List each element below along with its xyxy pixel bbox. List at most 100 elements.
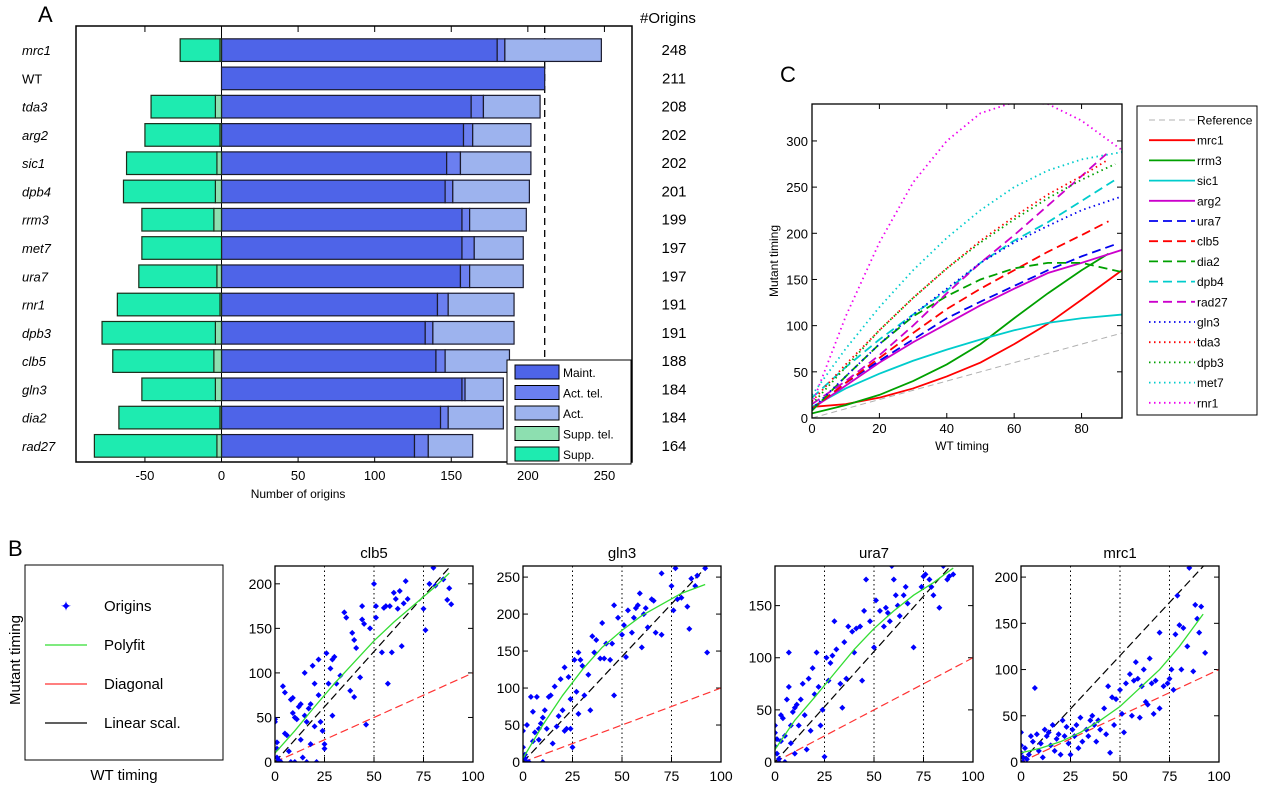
origin-point — [827, 659, 834, 666]
legend-label: gln3 — [1197, 316, 1220, 330]
origin-point — [553, 723, 560, 730]
origin-point — [1025, 751, 1032, 758]
legend-label: Diagonal — [104, 676, 163, 693]
scatter-subplot-mrc1: mrc1 0 25 50 75 100 0 50 100 150 200 — [995, 545, 1231, 784]
x-tick-label: 75 — [416, 768, 432, 784]
origin-point — [1198, 603, 1205, 610]
origin-point — [926, 576, 933, 583]
legend-label: Polyfit — [104, 637, 146, 654]
origin-count: 191 — [661, 297, 686, 314]
y-tick-label: 250 — [786, 180, 808, 195]
origin-point — [349, 629, 356, 636]
origin-point — [430, 566, 437, 571]
bar-supp-tel--sic1 — [216, 151, 223, 176]
diagonal-line — [1021, 669, 1219, 762]
origin-point — [275, 718, 278, 725]
y-tick-label: 0 — [764, 754, 772, 770]
x-tick-label: 100 — [709, 768, 733, 784]
origin-point — [1156, 629, 1163, 636]
origin-point — [624, 607, 631, 614]
origin-point — [1103, 731, 1110, 738]
polyfit-line — [1021, 613, 1204, 754]
bar-supp--rnr1 — [116, 292, 221, 317]
origin-count: 188 — [661, 353, 686, 370]
bar-supp--sic1 — [125, 151, 218, 176]
origin-point — [1053, 735, 1060, 742]
origin-point — [871, 644, 877, 651]
bar-act-tel--rad27 — [413, 433, 429, 458]
origin-point — [775, 729, 778, 736]
bar-act--dpb4 — [452, 179, 530, 204]
origin-point — [793, 701, 800, 708]
origin-point — [1101, 705, 1108, 712]
origin-point — [1029, 738, 1036, 745]
origin-point — [1122, 680, 1129, 687]
origin-point — [775, 759, 782, 762]
y-tick-label: 300 — [786, 134, 808, 149]
origin-point — [446, 585, 453, 592]
bar-act--rnr1 — [447, 292, 515, 317]
y-axis-label: Mutant timing — [767, 225, 781, 297]
origin-point — [1085, 733, 1092, 740]
bar-supp-tel--rad27 — [216, 433, 223, 458]
origin-point — [607, 656, 614, 663]
origin-point — [371, 580, 377, 587]
y-tick-label: 0 — [1010, 754, 1018, 770]
origin-point — [1180, 624, 1187, 631]
bar-supp--dpb3 — [101, 320, 216, 345]
origin-point — [297, 736, 304, 743]
origin-point — [1033, 731, 1040, 738]
bar-maint--dia2 — [220, 405, 442, 430]
panel-b-scatter-plots: Mutant timing WT timing ✦ Origins Polyfit Dia… — [7, 545, 1231, 784]
origin-point — [394, 605, 401, 612]
series-line-dpb3 — [812, 163, 1116, 405]
legend-label: rnr1 — [1197, 396, 1219, 410]
origin-point — [936, 604, 943, 611]
category-label: mrc1 — [22, 43, 51, 58]
origin-point — [1021, 742, 1024, 749]
origin-point — [1037, 740, 1044, 747]
origin-point — [315, 692, 322, 699]
bar-act-tel--rrm3 — [461, 207, 471, 232]
y-tick-label: 150 — [749, 598, 773, 614]
origin-point — [384, 680, 391, 687]
origin-point — [400, 600, 407, 607]
origin-point — [831, 618, 838, 625]
polyfit-line — [523, 583, 706, 759]
bar-act--rrm3 — [469, 207, 527, 232]
origin-point — [396, 587, 403, 594]
bar-maint--rrm3 — [220, 207, 463, 232]
origin-point — [779, 715, 786, 722]
panel-c-line-chart: 0 20 40 60 80 0 50 100 150 200 250 300 WT timing Muta… — [767, 103, 1258, 453]
legend-label: Origins — [104, 598, 152, 615]
category-label: clb5 — [22, 354, 47, 369]
x-tick-label: 50 — [866, 768, 882, 784]
origin-point — [305, 705, 312, 712]
x-tick-label: 200 — [517, 468, 539, 483]
bar-maint--gln3 — [220, 377, 463, 402]
legend-label: Linear scal. — [104, 715, 181, 732]
origin-count: 201 — [661, 183, 686, 200]
origin-point — [650, 597, 657, 604]
origin-point — [797, 696, 804, 703]
y-tick-label: 50 — [1002, 708, 1018, 724]
legend-label: Act. — [563, 407, 584, 421]
origin-point — [321, 745, 328, 752]
origin-point — [398, 643, 405, 650]
bar-act-tel--arg2 — [462, 123, 474, 147]
origin-point — [311, 723, 318, 730]
bar-maint--dpb4 — [220, 179, 446, 204]
origin-point — [1089, 712, 1096, 719]
origin-point — [599, 619, 606, 626]
origin-point — [611, 692, 618, 699]
series-line-gln3 — [812, 195, 1122, 410]
origin-point — [275, 754, 280, 761]
origin-point — [859, 677, 866, 684]
origin-point — [841, 639, 848, 646]
origin-point — [287, 759, 294, 762]
bar-supp--arg2 — [144, 123, 221, 147]
origin-point — [1107, 749, 1114, 756]
origin-point — [1073, 722, 1080, 729]
origin-point — [541, 707, 548, 714]
origin-point — [1178, 666, 1185, 673]
